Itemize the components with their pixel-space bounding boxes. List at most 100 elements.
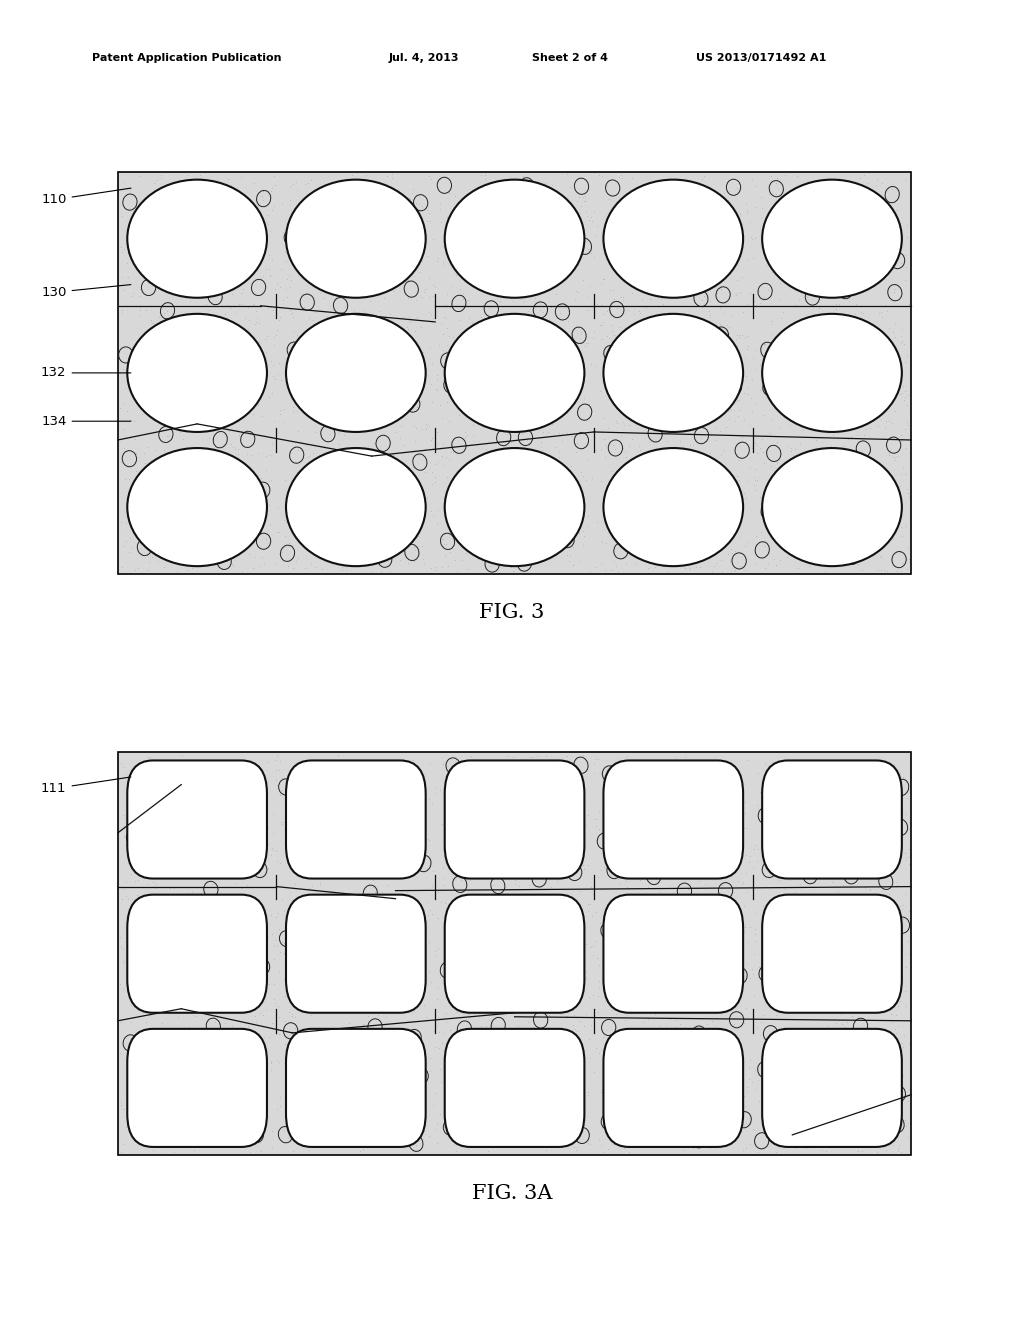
Point xyxy=(176,991,193,1012)
Point xyxy=(516,974,532,995)
Point xyxy=(374,1106,390,1127)
Point xyxy=(139,859,156,880)
Point xyxy=(207,1011,223,1032)
Point xyxy=(639,393,655,414)
Point xyxy=(709,227,725,248)
Point xyxy=(591,978,607,999)
Point xyxy=(618,1028,635,1049)
Point xyxy=(145,932,162,953)
FancyBboxPatch shape xyxy=(127,1028,267,1147)
Point xyxy=(625,226,641,247)
Point xyxy=(549,1027,565,1048)
Point xyxy=(723,561,739,582)
Point xyxy=(828,812,845,833)
Point xyxy=(278,279,294,300)
Point xyxy=(854,960,870,981)
Point xyxy=(379,323,395,345)
Point xyxy=(416,994,432,1015)
Point xyxy=(241,894,257,915)
Point xyxy=(137,1101,154,1122)
Point xyxy=(355,322,372,343)
Point xyxy=(672,198,688,219)
Point xyxy=(268,1023,285,1044)
Point xyxy=(522,838,539,859)
Point xyxy=(520,874,537,895)
Point xyxy=(849,511,865,532)
Point xyxy=(570,397,587,418)
Point xyxy=(746,358,763,379)
Point xyxy=(672,840,688,861)
Point xyxy=(700,490,717,511)
Point xyxy=(395,228,412,249)
Point xyxy=(472,1135,488,1156)
Point xyxy=(362,960,379,981)
Point xyxy=(685,358,701,379)
Point xyxy=(559,474,575,495)
Point xyxy=(113,1140,129,1162)
Point xyxy=(720,315,736,337)
Point xyxy=(818,446,835,467)
Point xyxy=(771,1125,787,1146)
Point xyxy=(623,1131,639,1152)
Point xyxy=(617,532,634,553)
Point xyxy=(442,812,459,833)
Point xyxy=(845,833,861,854)
Point xyxy=(367,433,383,454)
Point xyxy=(381,350,397,371)
Point xyxy=(385,804,401,825)
Point xyxy=(640,557,656,578)
Point xyxy=(848,404,864,425)
Point xyxy=(551,1104,567,1125)
Point xyxy=(612,495,629,516)
Point xyxy=(615,946,632,968)
Point xyxy=(720,927,736,948)
Point xyxy=(151,758,167,779)
Point xyxy=(488,408,505,429)
Point xyxy=(486,874,503,895)
Point xyxy=(571,550,588,572)
Point xyxy=(738,997,755,1018)
Point xyxy=(437,1003,454,1024)
Point xyxy=(690,387,707,408)
Point xyxy=(220,900,237,921)
Point xyxy=(754,362,770,383)
Point xyxy=(795,840,811,861)
Point xyxy=(328,446,344,467)
Point xyxy=(833,768,849,789)
Point xyxy=(663,269,679,290)
Point xyxy=(846,459,862,480)
Point xyxy=(258,325,274,346)
Point xyxy=(817,231,834,252)
Point xyxy=(523,825,540,846)
Point xyxy=(343,985,359,1006)
Point xyxy=(862,417,879,438)
Point xyxy=(287,1065,303,1086)
Point xyxy=(476,1047,493,1068)
Point xyxy=(492,853,508,874)
Point xyxy=(596,268,612,289)
Point xyxy=(593,842,609,863)
Point xyxy=(836,869,852,890)
Point xyxy=(398,360,415,381)
Point xyxy=(299,194,315,215)
Point xyxy=(854,228,870,249)
Point xyxy=(460,558,476,579)
Point xyxy=(492,1024,508,1045)
Point xyxy=(737,535,754,556)
Point xyxy=(503,319,519,341)
Point xyxy=(503,1078,519,1100)
Point xyxy=(582,894,598,915)
Point xyxy=(201,279,217,300)
Point xyxy=(674,342,690,363)
Point xyxy=(225,356,242,378)
Point xyxy=(725,1121,741,1142)
Point xyxy=(346,329,362,350)
Point xyxy=(256,896,272,917)
Point xyxy=(507,869,523,890)
Point xyxy=(676,358,692,379)
Point xyxy=(395,306,412,327)
Point xyxy=(823,187,840,209)
Point xyxy=(483,441,500,462)
Point xyxy=(531,300,548,321)
Point xyxy=(859,312,876,333)
